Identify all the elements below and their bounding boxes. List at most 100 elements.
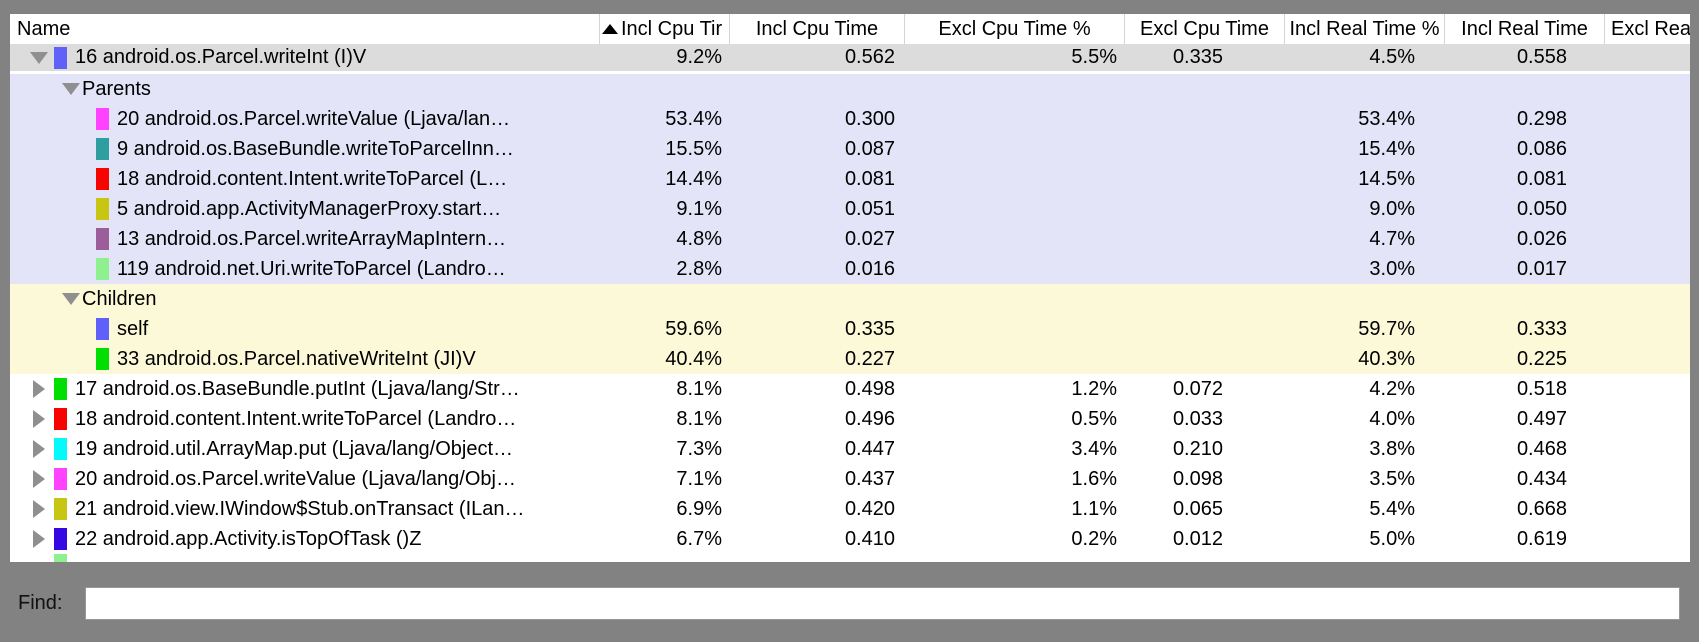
- chevron-collapsed-icon[interactable]: [30, 410, 48, 428]
- value-cell: 0.012: [1172, 527, 1223, 550]
- value-cell: 40.3%: [1358, 347, 1415, 370]
- value-cell: 0.518: [1516, 377, 1567, 400]
- disclosure-triangle-icon: [33, 410, 45, 428]
- table-row[interactable]: 18 android.content.Intent.writeToParcel …: [10, 164, 1690, 194]
- table-row[interactable]: self 59.6% 0.335 59.7% 0.333: [10, 314, 1690, 344]
- chevron-collapsed-icon[interactable]: [30, 470, 48, 488]
- column-header-label: Incl Cpu Tir: [621, 17, 723, 40]
- value-cell: 3.4%: [1071, 437, 1117, 460]
- table-row[interactable]: 16 android.os.Parcel.writeInt (I)V 9.2% 0.…: [10, 44, 1690, 74]
- chevron-collapsed-icon[interactable]: [30, 440, 48, 458]
- disclosure-triangle-icon: [33, 440, 45, 458]
- column-header-incl-real-time[interactable]: Incl Real Time: [1445, 14, 1605, 44]
- value-cell: 0.227: [844, 347, 895, 370]
- method-color-swatch: [54, 498, 67, 520]
- value-cell: 15.4%: [1358, 137, 1415, 160]
- table-row[interactable]: 5 android.app.ActivityManagerProxy.start…: [10, 194, 1690, 224]
- table-row[interactable]: 22 android.app.Activity.isTopOfTask ()Z 6…: [10, 524, 1690, 554]
- method-color-swatch: [54, 554, 67, 562]
- table-header: Name Incl Cpu Tir Incl Cpu Time Excl Cpu…: [10, 14, 1690, 44]
- chevron-expanded-icon[interactable]: [62, 293, 80, 305]
- method-name: 20 android.os.Parcel.writeValue (Ljava/l…: [75, 467, 516, 490]
- value-cell: 0.225: [1516, 347, 1567, 370]
- value-cell: 0.051: [844, 197, 895, 220]
- name-cell: 20 android.os.Parcel.writeValue (Ljava/l…: [10, 104, 600, 134]
- table-row[interactable]: 19 android.util.ArrayMap.put (Ljava/lang…: [10, 434, 1690, 464]
- section-label: Children: [82, 287, 157, 310]
- table-row[interactable]: [10, 554, 1690, 562]
- column-header-excl-cpu-time[interactable]: Excl Cpu Time: [1125, 14, 1285, 44]
- table-row[interactable]: 119 android.net.Uri.writeToParcel (Landr…: [10, 254, 1690, 284]
- value-cell: 0.619: [1516, 527, 1567, 550]
- method-color-swatch: [54, 468, 67, 490]
- value-cell: 0.033: [1172, 407, 1223, 430]
- disclosure-triangle-icon: [33, 500, 45, 518]
- table-row[interactable]: 13 android.os.Parcel.writeArrayMapIntern…: [10, 224, 1690, 254]
- table-row[interactable]: 20 android.os.Parcel.writeValue (Ljava/l…: [10, 104, 1690, 134]
- value-cell: 0.335: [844, 317, 895, 340]
- method-name: 9 android.os.BaseBundle.writeToParcelInn…: [117, 137, 514, 160]
- method-color-swatch: [96, 108, 109, 130]
- disclosure-triangle-icon: [62, 83, 80, 95]
- table-row[interactable]: 20 android.os.Parcel.writeValue (Ljava/l…: [10, 464, 1690, 494]
- find-input[interactable]: [85, 587, 1680, 620]
- chevron-expanded-icon[interactable]: [62, 83, 80, 95]
- name-cell: 13 android.os.Parcel.writeArrayMapIntern…: [10, 224, 600, 254]
- value-cell: 4.8%: [676, 227, 722, 250]
- section-row[interactable]: Parents: [10, 74, 1690, 104]
- value-cell: 0.086: [1516, 137, 1567, 160]
- section-row[interactable]: Children: [10, 284, 1690, 314]
- name-cell: 18 android.content.Intent.writeToParcel …: [10, 164, 600, 194]
- value-cell: 0.447: [844, 437, 895, 460]
- column-header-incl-real-time-pct[interactable]: Incl Real Time %: [1285, 14, 1445, 44]
- value-cell: 0.497: [1516, 407, 1567, 430]
- value-cell: 0.098: [1172, 467, 1223, 490]
- column-header-name[interactable]: Name: [10, 14, 600, 44]
- column-header-excl-real-time[interactable]: Excl Real: [1605, 14, 1690, 44]
- table-row[interactable]: 21 android.view.IWindow$Stub.onTransact …: [10, 494, 1690, 524]
- method-color-swatch: [54, 438, 67, 460]
- name-cell: Parents: [10, 74, 600, 104]
- chevron-collapsed-icon[interactable]: [30, 500, 48, 518]
- name-cell: 5 android.app.ActivityManagerProxy.start…: [10, 194, 600, 224]
- column-header-incl-cpu-time-pct[interactable]: Incl Cpu Tir: [600, 14, 730, 44]
- value-cell: 7.1%: [676, 467, 722, 490]
- sort-ascending-icon: [602, 24, 618, 34]
- value-cell: 0.498: [844, 377, 895, 400]
- chevron-collapsed-icon[interactable]: [30, 530, 48, 548]
- column-header-incl-cpu-time[interactable]: Incl Cpu Time: [730, 14, 905, 44]
- table-row[interactable]: 33 android.os.Parcel.nativeWriteInt (JI)…: [10, 344, 1690, 374]
- find-label: Find:: [18, 592, 63, 614]
- value-cell: 0.420: [844, 497, 895, 520]
- value-cell: 14.4%: [665, 167, 722, 190]
- value-cell: 0.298: [1516, 107, 1567, 130]
- name-cell: 19 android.util.ArrayMap.put (Ljava/lang…: [10, 434, 600, 464]
- method-color-swatch: [96, 228, 109, 250]
- disclosure-triangle-icon: [33, 470, 45, 488]
- value-cell: 0.026: [1516, 227, 1567, 250]
- method-color-swatch: [96, 258, 109, 280]
- value-cell: 0.210: [1172, 437, 1223, 460]
- value-cell: 1.1%: [1071, 497, 1117, 520]
- value-cell: 0.333: [1516, 317, 1567, 340]
- disclosure-triangle-icon: [33, 380, 45, 398]
- column-header-excl-cpu-time-pct[interactable]: Excl Cpu Time %: [905, 14, 1125, 44]
- table-row[interactable]: 17 android.os.BaseBundle.putInt (Ljava/l…: [10, 374, 1690, 404]
- value-cell: 0.300: [844, 107, 895, 130]
- name-cell: self: [10, 314, 600, 344]
- name-cell: 16 android.os.Parcel.writeInt (I)V: [10, 44, 600, 71]
- name-cell: 18 android.content.Intent.writeToParcel …: [10, 404, 600, 434]
- column-header-label: Excl Cpu Time: [1140, 17, 1269, 40]
- chevron-expanded-icon[interactable]: [30, 51, 48, 64]
- table-row[interactable]: 18 android.content.Intent.writeToParcel …: [10, 404, 1690, 434]
- value-cell: 5.0%: [1369, 527, 1415, 550]
- table-row[interactable]: 9 android.os.BaseBundle.writeToParcelInn…: [10, 134, 1690, 164]
- value-cell: 53.4%: [1358, 107, 1415, 130]
- column-header-label: Excl Cpu Time %: [938, 17, 1091, 40]
- value-cell: 0.5%: [1071, 407, 1117, 430]
- method-color-swatch: [96, 168, 109, 190]
- chevron-collapsed-icon[interactable]: [30, 380, 48, 398]
- value-cell: 0.087: [844, 137, 895, 160]
- disclosure-triangle-icon: [30, 51, 48, 64]
